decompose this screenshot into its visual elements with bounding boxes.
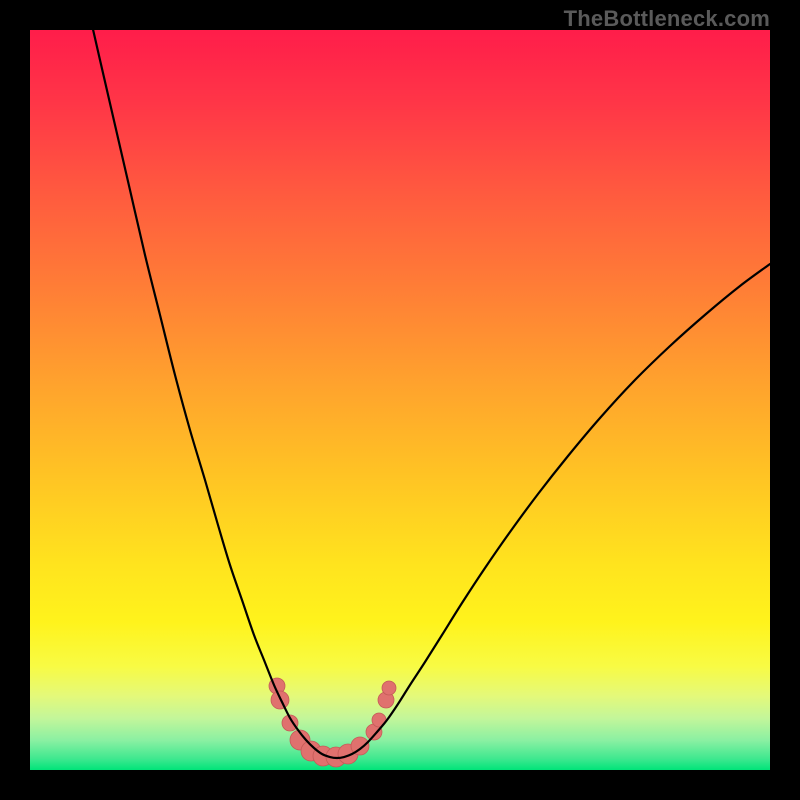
chart-frame: TheBottleneck.com	[0, 0, 800, 800]
data-markers	[269, 678, 396, 767]
bottleneck-curve-layer	[30, 30, 770, 770]
plot-area	[30, 30, 770, 770]
marker-point	[382, 681, 396, 695]
bottleneck-curve	[92, 30, 770, 758]
watermark-text: TheBottleneck.com	[564, 6, 770, 32]
